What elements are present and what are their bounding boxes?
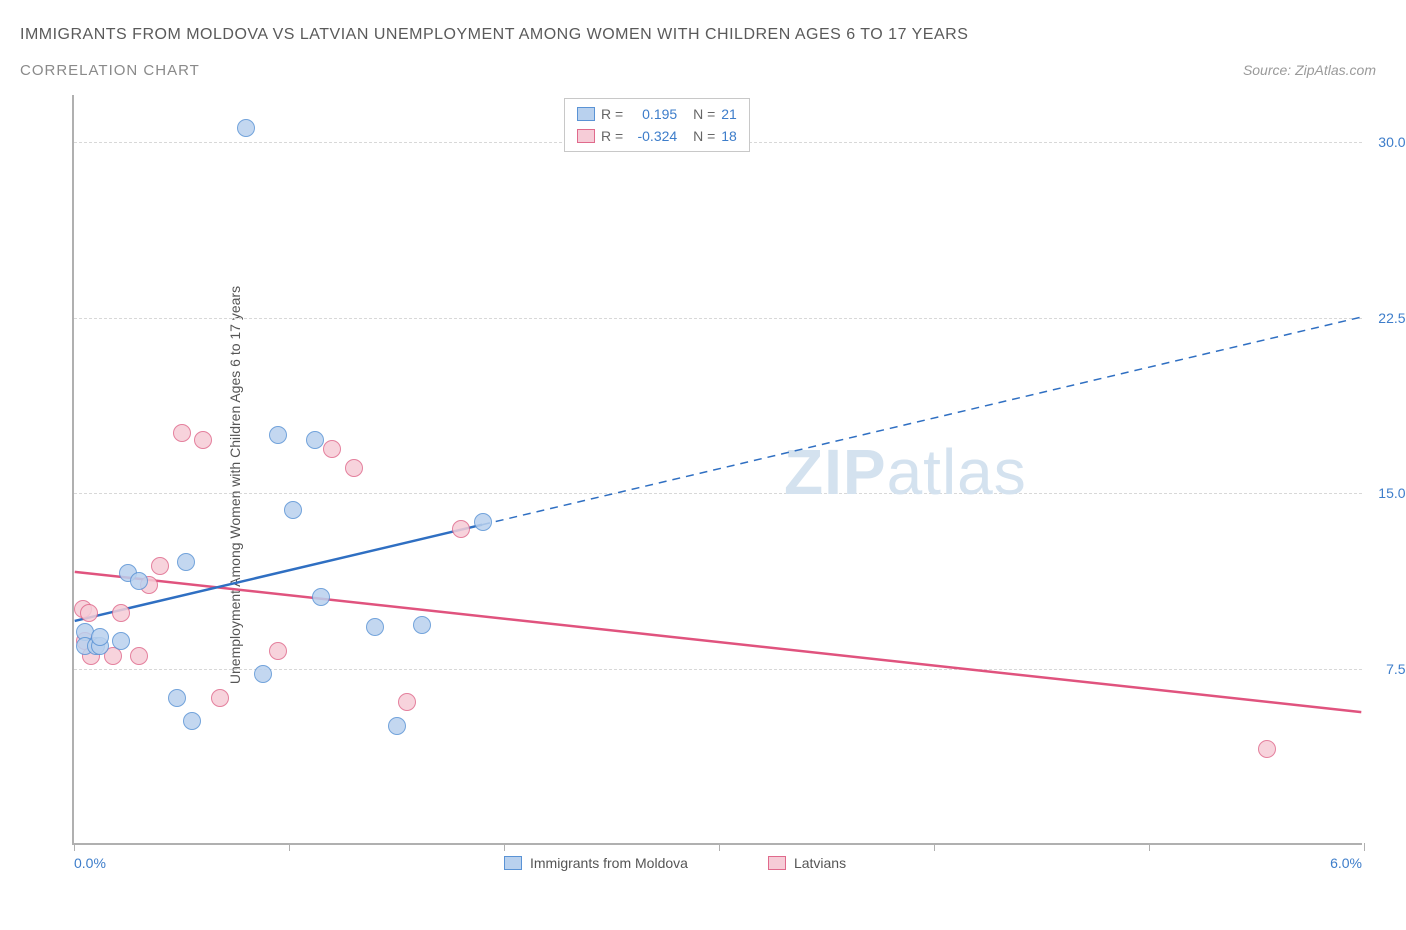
r-value-b: -0.324 bbox=[629, 125, 677, 147]
legend-label-b: Latvians bbox=[794, 855, 846, 871]
data-point-b bbox=[323, 440, 341, 458]
series-legend: Immigrants from Moldova Latvians bbox=[504, 855, 846, 871]
r-value-a: 0.195 bbox=[629, 103, 677, 125]
correlation-legend: R = 0.195 N = 21 R = -0.324 N = 18 bbox=[564, 98, 750, 152]
legend-row-a: R = 0.195 N = 21 bbox=[577, 103, 737, 125]
data-point-b bbox=[173, 424, 191, 442]
data-point-a bbox=[366, 618, 384, 636]
y-tick-label: 30.0% bbox=[1378, 134, 1406, 150]
data-point-a bbox=[388, 717, 406, 735]
data-point-a bbox=[130, 572, 148, 590]
data-point-b bbox=[130, 647, 148, 665]
data-point-b bbox=[269, 642, 287, 660]
r-label-b: R = bbox=[601, 125, 623, 147]
x-axis-min-label: 0.0% bbox=[74, 855, 106, 871]
points-layer bbox=[74, 95, 1362, 843]
y-tick-label: 22.5% bbox=[1378, 310, 1406, 326]
x-tick bbox=[719, 843, 720, 851]
data-point-a bbox=[183, 712, 201, 730]
n-label-a: N = bbox=[693, 103, 715, 125]
data-point-a bbox=[112, 632, 130, 650]
legend-label-a: Immigrants from Moldova bbox=[530, 855, 688, 871]
data-point-b bbox=[452, 520, 470, 538]
x-tick bbox=[74, 843, 75, 851]
y-tick-label: 7.5% bbox=[1386, 661, 1406, 677]
chart-subtitle: CORRELATION CHART bbox=[20, 62, 200, 79]
data-point-a bbox=[312, 588, 330, 606]
y-tick-label: 15.0% bbox=[1378, 485, 1406, 501]
chart-area: Unemployment Among Women with Children A… bbox=[46, 95, 1386, 875]
x-tick bbox=[934, 843, 935, 851]
data-point-a bbox=[177, 553, 195, 571]
legend-item-a: Immigrants from Moldova bbox=[504, 855, 688, 871]
plot-region: ZIPatlas R = 0.195 N = 21 R = -0.324 N =… bbox=[72, 95, 1362, 845]
data-point-b bbox=[1258, 740, 1276, 758]
n-value-a: 21 bbox=[721, 103, 737, 125]
x-tick bbox=[289, 843, 290, 851]
chart-title: IMMIGRANTS FROM MOLDOVA VS LATVIAN UNEMP… bbox=[20, 26, 968, 44]
data-point-a bbox=[474, 513, 492, 531]
data-point-b bbox=[112, 604, 130, 622]
legend-row-b: R = -0.324 N = 18 bbox=[577, 125, 737, 147]
data-point-a bbox=[237, 119, 255, 137]
legend-swatch-a-icon bbox=[504, 856, 522, 870]
r-label-a: R = bbox=[601, 103, 623, 125]
data-point-a bbox=[269, 426, 287, 444]
data-point-a bbox=[413, 616, 431, 634]
legend-swatch-b-icon bbox=[768, 856, 786, 870]
x-axis-max-label: 6.0% bbox=[1330, 855, 1362, 871]
swatch-b-icon bbox=[577, 129, 595, 143]
x-tick bbox=[504, 843, 505, 851]
data-point-b bbox=[151, 557, 169, 575]
data-point-a bbox=[168, 689, 186, 707]
data-point-a bbox=[284, 501, 302, 519]
data-point-b bbox=[211, 689, 229, 707]
legend-item-b: Latvians bbox=[768, 855, 846, 871]
data-point-a bbox=[91, 628, 109, 646]
data-point-a bbox=[254, 665, 272, 683]
x-tick bbox=[1364, 843, 1365, 851]
n-label-b: N = bbox=[693, 125, 715, 147]
swatch-a-icon bbox=[577, 107, 595, 121]
data-point-b bbox=[345, 459, 363, 477]
x-tick bbox=[1149, 843, 1150, 851]
source-label: Source: ZipAtlas.com bbox=[1243, 62, 1376, 78]
data-point-b bbox=[398, 693, 416, 711]
data-point-b bbox=[194, 431, 212, 449]
data-point-a bbox=[306, 431, 324, 449]
n-value-b: 18 bbox=[721, 125, 737, 147]
data-point-b bbox=[80, 604, 98, 622]
